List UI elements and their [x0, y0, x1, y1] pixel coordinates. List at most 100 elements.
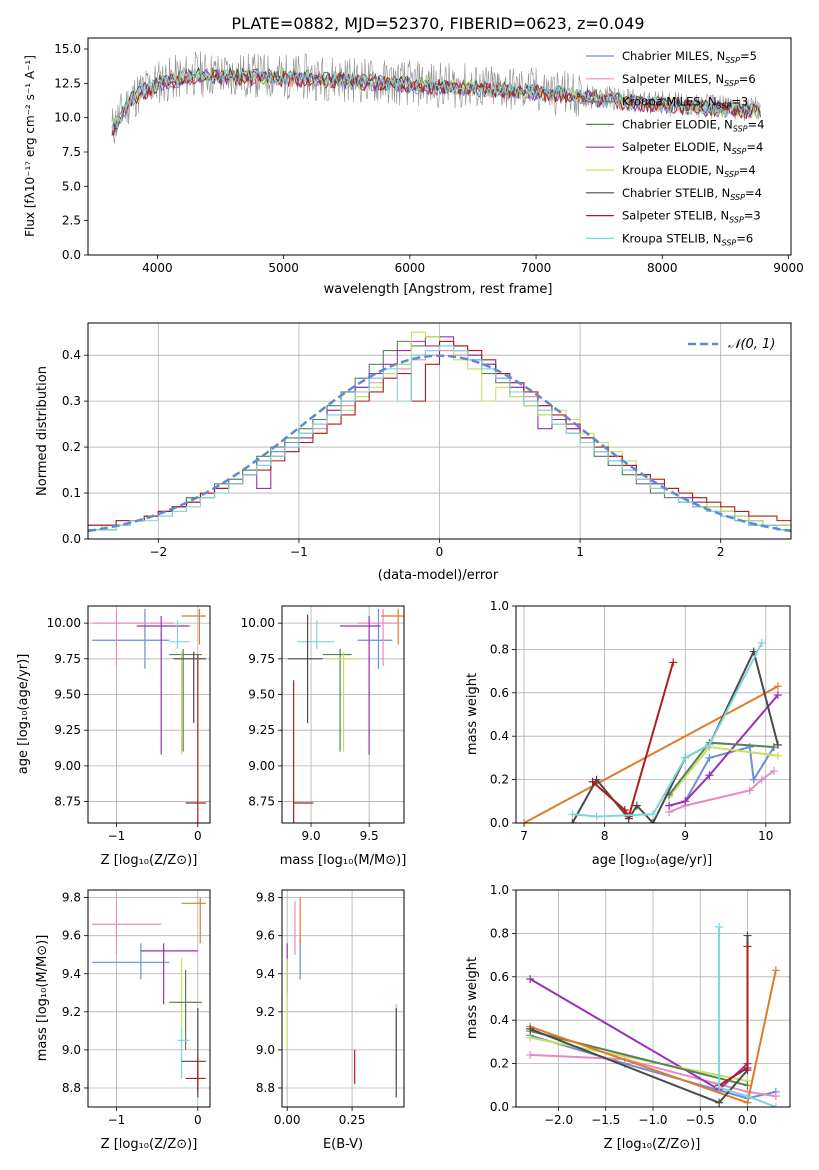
axes-frame — [281, 605, 405, 824]
y-tick-label: 8.8 — [62, 1081, 81, 1095]
y-tick-label: 8.75 — [248, 795, 275, 809]
mass-weight-line — [529, 978, 749, 1091]
legend-label: Chabrier STELIB, NSSP=4 — [622, 186, 762, 202]
y-tick-label: 8.75 — [54, 795, 81, 809]
x-tick-label: −1.0 — [638, 1113, 667, 1127]
x-tick-label: 9.5 — [360, 829, 379, 843]
model-spectrum — [111, 67, 761, 129]
mass-weight-marker — [715, 922, 724, 931]
legend-label: Salpeter MILES, NSSP=6 — [622, 72, 756, 88]
legend-label: Chabrier MILES, NSSP=5 — [622, 49, 757, 65]
legend-value: =4 — [739, 163, 756, 177]
mass-weight-marker — [769, 766, 778, 775]
y-tick-label: 9.75 — [248, 652, 275, 666]
legend-subscript: SSP — [724, 170, 739, 179]
x-tick-label: 2 — [717, 545, 725, 559]
legend-subscript: SSP — [722, 238, 737, 247]
residual-ylabel: Normed distribution — [35, 366, 50, 496]
y-tick-label: 0.2 — [490, 1057, 509, 1071]
mass-weight-marker — [769, 743, 778, 752]
legend-subscript: SSP — [724, 79, 739, 88]
mass-weight-marker — [592, 812, 601, 821]
x-tick-label: 7000 — [521, 261, 552, 275]
mass-vs-extinction-panel: 0.00 0.25 8.8 9.0 9.2 9.4 9.6 9.8 — [256, 889, 405, 1127]
legend-label: Chabrier ELODIE, NSSP=4 — [622, 117, 764, 133]
y-tick-label: 0.0 — [490, 1100, 509, 1114]
legend-label: Salpeter STELIB, NSSP=3 — [622, 209, 761, 225]
legend-label: Kroupa MILES, NSSP=3 — [622, 95, 748, 111]
x-tick-label: −1 — [290, 545, 308, 559]
x-tick-label: −1 — [108, 829, 126, 843]
y-tick-label: 0.2 — [62, 440, 81, 454]
legend-subscript: SSP — [717, 102, 732, 111]
mass-weight-marker — [715, 1098, 724, 1107]
y-tick-label: 0.4 — [62, 348, 81, 362]
y-tick-label: 9.0 — [256, 1043, 275, 1057]
mwage-ylabel: mass weight — [465, 673, 480, 755]
massz-ylabel: mass [log₁₀(M/M⊙)] — [35, 935, 50, 1062]
plot-area — [287, 608, 404, 823]
y-tick-label: 0.0 — [62, 532, 81, 546]
y-tick-label: 5.0 — [62, 179, 81, 193]
y-tick-label: 0.0 — [62, 248, 81, 262]
y-tick-label: 0.0 — [490, 816, 509, 830]
legend-subscript: SSP — [733, 124, 748, 133]
mass-weight-marker — [620, 805, 629, 814]
y-tick-label: 7.5 — [62, 145, 81, 159]
legend-label: 𝒩(0, 1) — [728, 337, 775, 352]
axes-frame — [87, 322, 792, 540]
y-tick-label: 9.0 — [62, 1043, 81, 1057]
x-tick-label: 7 — [520, 829, 528, 843]
legend-subscript: SSP — [725, 56, 740, 65]
mass-weight-marker — [526, 1050, 535, 1059]
y-tick-label: 9.00 — [248, 759, 275, 773]
x-tick-label: 0 — [194, 829, 202, 843]
mass-weight-marker — [681, 753, 690, 762]
mass-weight-marker — [743, 931, 752, 940]
x-tick-label: 9000 — [773, 261, 804, 275]
y-tick-label: 0.6 — [490, 970, 509, 984]
legend-value: =6 — [736, 231, 753, 245]
plot-area — [88, 331, 791, 533]
y-tick-label: 0.4 — [490, 1013, 509, 1027]
x-tick-label: 8 — [601, 829, 609, 843]
mass-weight-marker — [745, 743, 754, 752]
y-tick-label: 0.4 — [490, 729, 509, 743]
y-tick-label: 10.0 — [54, 111, 81, 125]
x-tick-label: 10 — [758, 829, 773, 843]
legend-subscript: SSP — [732, 147, 747, 156]
residual-xlabel: (data-model)/error — [378, 568, 499, 583]
mass-weight-line — [571, 648, 779, 823]
y-tick-label: 9.25 — [248, 723, 275, 737]
y-tick-label: 0.1 — [62, 486, 81, 500]
y-tick-label: 0.8 — [490, 642, 509, 656]
mass-weight-marker — [669, 658, 678, 667]
x-tick-label: 9 — [681, 829, 689, 843]
age-vs-metallicity-panel: −1 0 8.75 9.00 9.25 9.50 9.75 10.00 — [47, 605, 211, 843]
mass-vs-metallicity-panel: −1 0 8.8 9.0 9.2 9.4 9.6 9.8 — [62, 889, 211, 1127]
mass-weight-marker — [743, 1092, 752, 1101]
y-tick-label: 9.2 — [62, 1005, 81, 1019]
mass-weight-line — [530, 1053, 776, 1098]
normal-curve — [88, 354, 791, 533]
mass-weight-marker — [632, 801, 641, 810]
y-tick-label: 10.00 — [241, 616, 275, 630]
y-tick-label: 9.6 — [256, 929, 275, 943]
mass-weight-marker — [771, 1103, 780, 1107]
plot-area — [526, 922, 780, 1107]
legend-subscript: SSP — [730, 193, 745, 202]
mass-weight-marker — [649, 819, 657, 823]
mass-weight-marker — [757, 638, 766, 647]
mwz-ylabel: mass weight — [465, 957, 480, 1039]
x-tick-label: 0.25 — [339, 1113, 366, 1127]
mass-weight-line — [572, 642, 763, 818]
mass-weight-marker — [771, 1092, 780, 1101]
mass-weight-vs-age-panel: 7 8 9 10 0.0 0.2 0.4 0.6 0.8 1.0 — [490, 599, 791, 843]
x-tick-label: −2.0 — [544, 1113, 573, 1127]
y-tick-label: 9.50 — [54, 688, 81, 702]
mass-weight-line — [530, 1036, 748, 1082]
x-tick-label: 1 — [576, 545, 584, 559]
mass-weight-marker — [681, 797, 690, 806]
mass-weight-line — [523, 685, 779, 823]
